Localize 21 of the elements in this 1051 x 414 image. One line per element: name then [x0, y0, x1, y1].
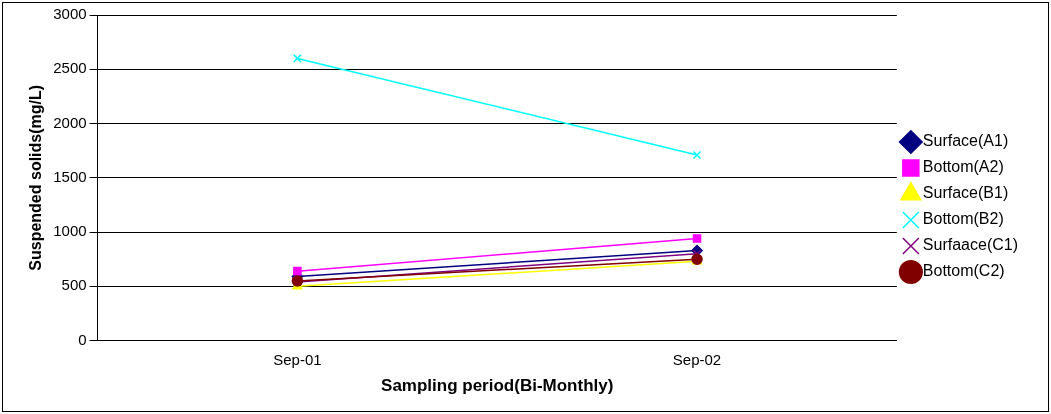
point [293, 266, 302, 276]
legend-label: Surface(B1) [922, 184, 1009, 202]
x-tick-label: Sep-02 [672, 350, 722, 368]
y-tick-label: 3000 [53, 5, 87, 23]
legend-label: Surfaace(C1) [922, 236, 1019, 254]
legend-label: Bottom(B2) [922, 210, 1004, 228]
y-tick-label: 1500 [53, 167, 87, 185]
y-axis-title: Suspended solids(mg/L) [27, 84, 45, 271]
x-axis-title: Sampling period(Bi-Monthly) [381, 376, 614, 396]
legend-label: Surface(A1) [922, 132, 1009, 150]
y-tick-label: 0 [78, 330, 87, 348]
y-tick-label: 1000 [53, 222, 87, 240]
point [692, 234, 702, 243]
y-tick-label: 500 [61, 276, 87, 294]
legend-label: Bottom(A2) [922, 158, 1004, 176]
y-tick-label: 2500 [53, 59, 87, 77]
x-tick-label: Sep-01 [273, 350, 322, 368]
point [293, 54, 302, 63]
legend-label: Bottom(C2) [922, 262, 1005, 280]
y-tick-label: 2000 [53, 113, 87, 131]
point [692, 150, 702, 160]
